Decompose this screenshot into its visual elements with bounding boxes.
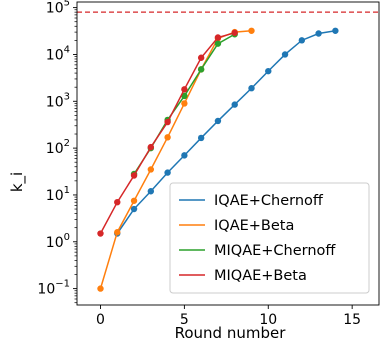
legend-box — [169, 182, 370, 294]
x-tick-label: 10 — [259, 312, 277, 328]
data-point — [181, 100, 188, 107]
series-line-0 — [116, 30, 336, 234]
x-axis-label: Round number — [175, 324, 287, 342]
x-tick-label: 5 — [180, 312, 189, 328]
plot-frame — [76, 1, 380, 306]
data-point — [197, 54, 205, 61]
data-point — [130, 205, 138, 213]
y-tick-label: 102 — [46, 138, 70, 157]
data-point — [298, 37, 306, 44]
data-point — [214, 40, 222, 47]
plot-area: 0 5 10 15 10−1 100 101 102 103 104 105 — [37, 0, 380, 328]
data-point — [97, 230, 104, 237]
data-point — [281, 51, 289, 58]
data-point — [164, 169, 171, 176]
data-point — [248, 85, 255, 92]
y-tick-label: 100 — [46, 232, 70, 251]
data-point — [130, 197, 138, 204]
data-point — [332, 27, 339, 34]
data-point — [114, 199, 121, 206]
legend-label: MIQAE+Beta — [214, 268, 307, 284]
legend: IQAE+Chernoff IQAE+Beta MIQAE+Chernoff MIQA… — [169, 182, 370, 294]
data-point — [197, 134, 205, 142]
data-point — [181, 92, 188, 100]
y-tick-label: 103 — [46, 91, 70, 110]
data-point — [214, 117, 222, 125]
data-point — [164, 134, 171, 141]
data-point — [147, 188, 155, 195]
data-point — [164, 118, 171, 126]
data-point — [147, 143, 155, 151]
y-tick-label: 101 — [46, 185, 70, 204]
legend-label: IQAE+Beta — [214, 218, 294, 234]
y-axis-label: k_i — [8, 172, 27, 192]
data-point — [97, 285, 104, 292]
data-point — [130, 172, 138, 179]
data-point — [114, 229, 121, 236]
x-tick-label: 15 — [343, 312, 361, 328]
data-point — [315, 30, 322, 37]
y-tick-label: 104 — [46, 44, 70, 63]
x-tick-label: 0 — [96, 312, 105, 328]
y-tick-label: 10−1 — [37, 279, 70, 298]
data-point — [231, 101, 238, 108]
data-point — [231, 29, 238, 36]
y-axis-title: k_i — [8, 172, 27, 192]
data-point — [197, 66, 205, 73]
data-point — [181, 152, 188, 159]
legend-label: MIQAE+Chernoff — [214, 243, 336, 259]
legend-label: IQAE+Chernoff — [214, 193, 324, 209]
data-point — [214, 34, 222, 41]
data-point — [265, 67, 272, 75]
data-point — [248, 27, 255, 34]
data-point — [181, 86, 188, 93]
y-tick-label: 105 — [46, 0, 70, 17]
data-point — [147, 166, 155, 173]
